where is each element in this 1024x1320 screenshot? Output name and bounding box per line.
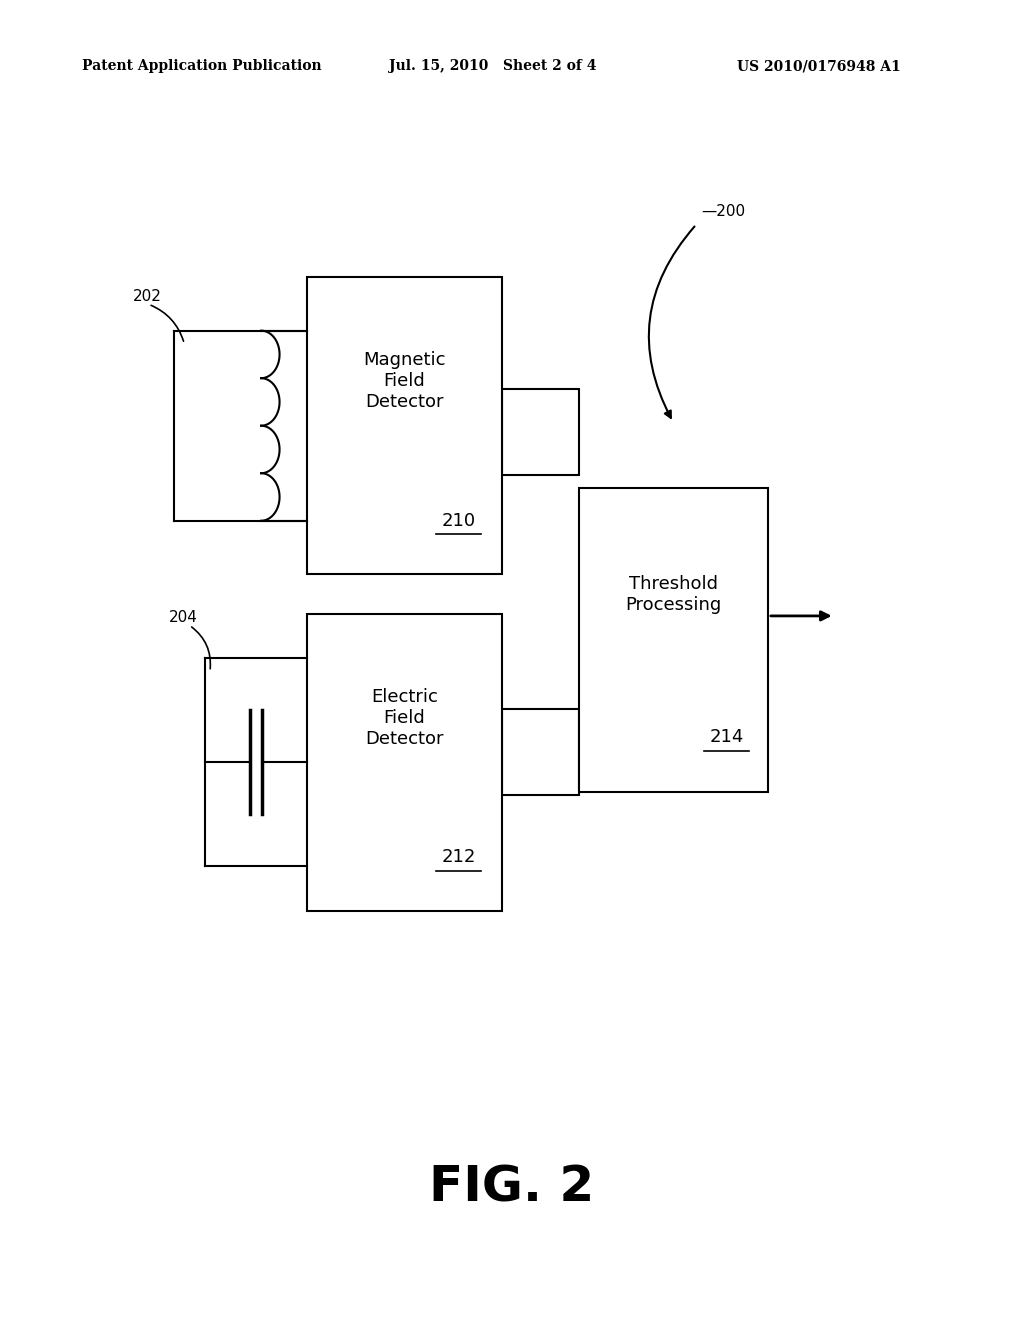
Text: 210: 210	[442, 512, 476, 529]
Text: 214: 214	[710, 729, 743, 746]
Text: Electric
Field
Detector: Electric Field Detector	[366, 688, 443, 747]
Text: 212: 212	[441, 849, 476, 866]
Text: US 2010/0176948 A1: US 2010/0176948 A1	[737, 59, 901, 74]
Bar	[502, 389, 579, 475]
Text: 202: 202	[133, 289, 162, 305]
Text: Patent Application Publication: Patent Application Publication	[82, 59, 322, 74]
Text: —200: —200	[701, 203, 745, 219]
Text: 204: 204	[169, 610, 198, 626]
Bar	[502, 709, 579, 795]
Text: Threshold
Processing: Threshold Processing	[626, 576, 721, 614]
Text: Jul. 15, 2010   Sheet 2 of 4: Jul. 15, 2010 Sheet 2 of 4	[389, 59, 597, 74]
Bar	[307, 614, 502, 911]
Bar	[579, 488, 768, 792]
Bar	[307, 277, 502, 574]
Text: FIG. 2: FIG. 2	[429, 1164, 595, 1212]
Text: Magnetic
Field
Detector: Magnetic Field Detector	[364, 351, 445, 411]
